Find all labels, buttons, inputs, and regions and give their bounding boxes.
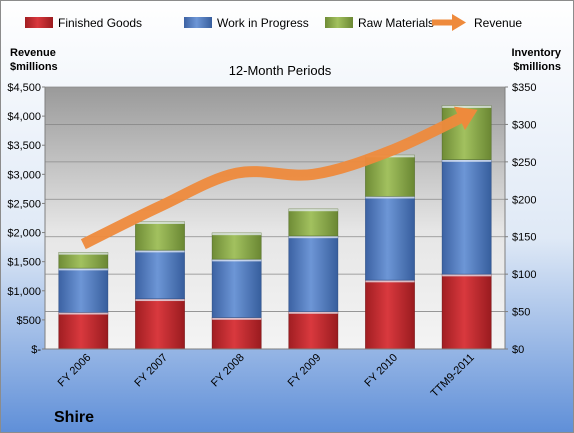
bar-segment-top-highlight [212, 317, 262, 320]
bar-segment-top-highlight [365, 196, 415, 199]
bar-finished-goods [135, 298, 185, 350]
bar-finished-goods [441, 273, 492, 350]
legend-swatch [325, 17, 353, 28]
left-tick-label: $4,500 [7, 82, 41, 94]
bar-raw-materials [58, 252, 109, 269]
left-tick-label: $4,000 [7, 111, 41, 123]
bar-segment-top-highlight [135, 221, 185, 224]
legend-swatch-arrow [452, 14, 466, 31]
bar-segment-top-highlight [212, 232, 262, 236]
bar-segment-top-highlight [212, 259, 262, 262]
legend-label: Raw Materials [358, 16, 434, 30]
legend-item-finished-goods: Finished Goods [25, 16, 142, 30]
bar-work-in-progress [288, 235, 339, 312]
legend-label: Finished Goods [58, 16, 142, 30]
bar-finished-goods [211, 317, 262, 350]
right-tick-label: $0 [512, 344, 524, 356]
bar-finished-goods [58, 312, 109, 350]
revenue-arrowhead [453, 106, 478, 131]
legend-label: Revenue [474, 16, 522, 30]
bar-segment-top-highlight [365, 280, 415, 283]
bar-finished-goods [365, 279, 415, 350]
legend-item-revenue: Revenue [432, 14, 522, 31]
bar-finished-goods [288, 311, 339, 350]
left-tick-labels: $- $500 $1,000 $1,500 $2,000 $2,500 $3,000 $3,5… [7, 82, 45, 356]
right-tick-label: $100 [512, 269, 536, 281]
bar-segment-top-highlight [135, 250, 185, 253]
legend: Finished Goods Work in Progress Raw Materi… [25, 14, 522, 31]
right-tick-label: $50 [512, 307, 530, 319]
right-axis-title-line2: $millions [513, 61, 561, 73]
bar-segment-top-highlight [288, 209, 338, 212]
bar-segment-top-highlight [288, 235, 338, 239]
bar-raw-materials [211, 232, 262, 260]
revenue-line-path [80, 109, 470, 250]
chart-subtitle: 12-Month Periods [229, 63, 332, 78]
bar-segment-top-highlight [58, 252, 108, 255]
revenue-line [80, 106, 478, 250]
bar-work-in-progress [211, 258, 262, 318]
right-tick-label: $300 [512, 119, 536, 131]
left-tick-label: $3,500 [7, 140, 41, 152]
right-tick-label: $250 [512, 157, 536, 169]
bar-work-in-progress [58, 267, 109, 313]
left-tick-label: $500 [17, 315, 41, 327]
bar-work-in-progress [135, 249, 185, 300]
left-tick-label: $3,000 [7, 169, 41, 181]
legend-swatch [184, 17, 212, 28]
legend-item-work-in-progress: Work in Progress [184, 16, 309, 30]
right-tick-label: $200 [512, 194, 536, 206]
bar-segment-top-highlight [58, 312, 108, 315]
bar-segment-top-highlight [288, 311, 338, 314]
gridlines [45, 86, 505, 312]
bar-segment-top-highlight [442, 274, 492, 277]
legend-label: Work in Progress [217, 16, 309, 30]
left-tick-label: $2,500 [7, 198, 41, 210]
legend-swatch [25, 17, 53, 28]
left-axis-title-line2: $millions [10, 61, 58, 73]
bar-raw-materials [135, 221, 185, 251]
bar-work-in-progress [365, 195, 415, 281]
right-tick-label: $150 [512, 232, 536, 244]
bar-raw-materials [288, 208, 339, 237]
left-tick-label: $- [31, 344, 41, 356]
right-tick-label: $350 [512, 82, 536, 94]
right-tick-labels: $0 $50 $100 $150 $200 $250 $300 $350 [505, 82, 536, 356]
legend-item-raw-materials: Raw Materials [325, 16, 434, 30]
bar-segment-top-highlight [58, 268, 108, 271]
left-tick-label: $1,500 [7, 257, 41, 269]
bar-segment-top-highlight [442, 105, 492, 108]
left-axis-title-line1: Revenue [10, 47, 56, 59]
company-name: Shire [54, 409, 94, 426]
bar-segment-top-highlight [135, 298, 185, 302]
bar-segment-top-highlight [442, 159, 492, 162]
bar-work-in-progress [441, 159, 492, 275]
right-axis-title-line1: Inventory [511, 47, 561, 59]
left-tick-label: $1,000 [7, 286, 41, 298]
left-tick-label: $2,000 [7, 228, 41, 240]
